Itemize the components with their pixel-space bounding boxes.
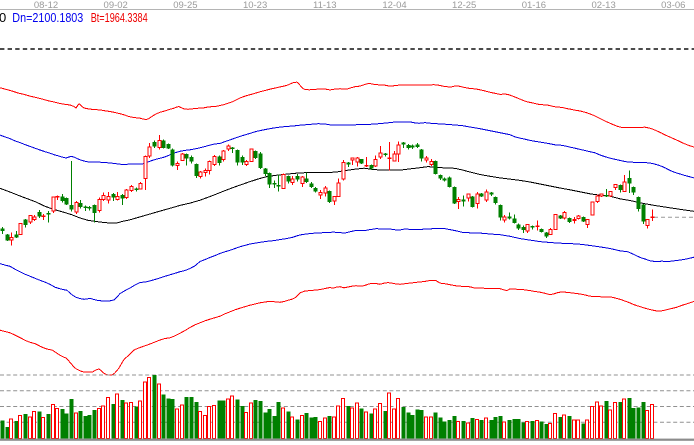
svg-text:02-13: 02-13 bbox=[591, 0, 615, 11]
svg-text:10-23: 10-23 bbox=[243, 0, 267, 11]
svg-text:01-16: 01-16 bbox=[522, 0, 546, 11]
svg-text:12-04: 12-04 bbox=[382, 0, 406, 11]
svg-text:11-13: 11-13 bbox=[313, 0, 337, 11]
svg-text:Dn=2100.1803: Dn=2100.1803 bbox=[12, 10, 83, 25]
svg-text:03-06: 03-06 bbox=[661, 0, 685, 11]
svg-text:09-25: 09-25 bbox=[173, 0, 197, 11]
svg-text:08-12: 08-12 bbox=[34, 0, 58, 11]
svg-text:12-25: 12-25 bbox=[452, 0, 476, 11]
svg-text:Bt=1964.3384: Bt=1964.3384 bbox=[91, 10, 148, 25]
svg-text:0: 0 bbox=[0, 10, 6, 25]
svg-text:09-02: 09-02 bbox=[104, 0, 128, 11]
